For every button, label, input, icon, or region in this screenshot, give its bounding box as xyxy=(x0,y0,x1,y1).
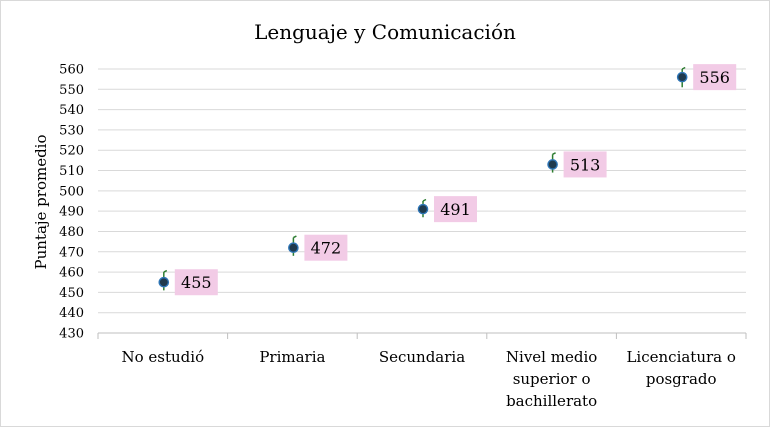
data-label: 472 xyxy=(311,239,342,258)
error-bar-cap xyxy=(163,269,168,273)
x-category-label: Secundaria xyxy=(379,348,465,366)
y-tick-label: 490 xyxy=(59,205,84,220)
y-tick-label: 540 xyxy=(59,103,84,118)
y-tick-label: 510 xyxy=(59,164,84,179)
y-tick-label: 460 xyxy=(59,266,84,281)
data-label-bg xyxy=(693,64,737,91)
error-bar-cap xyxy=(681,66,686,70)
data-point xyxy=(547,159,558,170)
data-label-bg xyxy=(434,196,477,223)
y-tick-labels: 430 440 450 460 470 480 490 500 510 520 530 540 550 5… xyxy=(59,63,84,342)
data-label: 556 xyxy=(699,68,730,87)
error-bar-cap xyxy=(293,235,297,239)
y-tick-label: 480 xyxy=(59,225,84,240)
x-category-label: Licenciatura o posgrado xyxy=(626,348,735,388)
y-tick-label: 470 xyxy=(59,245,84,260)
grid-lines xyxy=(97,68,747,339)
x-category-label: Nivel medio superior o bachillerato xyxy=(506,348,597,410)
y-tick-label: 500 xyxy=(59,184,84,199)
x-category-label: Primaria xyxy=(259,348,325,366)
y-axis-label: Puntaje promedio xyxy=(32,134,50,269)
y-tick-label: 520 xyxy=(59,144,84,159)
x-category-labels: No estudió Primaria Secundaria Nivel medio s… xyxy=(121,348,735,410)
y-tick-label: 430 xyxy=(59,327,84,342)
data-label: 513 xyxy=(570,155,601,174)
y-tick-label: 450 xyxy=(59,286,84,301)
data-label: 455 xyxy=(181,273,212,292)
chart-title: Lenguaje y Comunicación xyxy=(254,20,516,44)
data-point xyxy=(676,71,688,83)
data-point xyxy=(158,276,170,288)
data-point xyxy=(417,203,429,215)
error-bar-cap xyxy=(422,198,427,202)
data-label: 491 xyxy=(440,200,471,219)
data-label-bg xyxy=(304,234,348,261)
data-point xyxy=(288,242,299,254)
data-label-bg xyxy=(563,151,607,178)
y-tick-label: 530 xyxy=(59,123,84,138)
y-tick-label: 560 xyxy=(59,63,84,78)
y-tick-label: 550 xyxy=(59,83,84,98)
x-category-label: No estudió xyxy=(121,348,204,366)
error-bar-cap xyxy=(552,152,556,155)
data-label-bg xyxy=(174,269,218,296)
y-tick-label: 440 xyxy=(59,306,84,321)
data-marks: 455 472 491 513 556 xyxy=(158,64,737,296)
